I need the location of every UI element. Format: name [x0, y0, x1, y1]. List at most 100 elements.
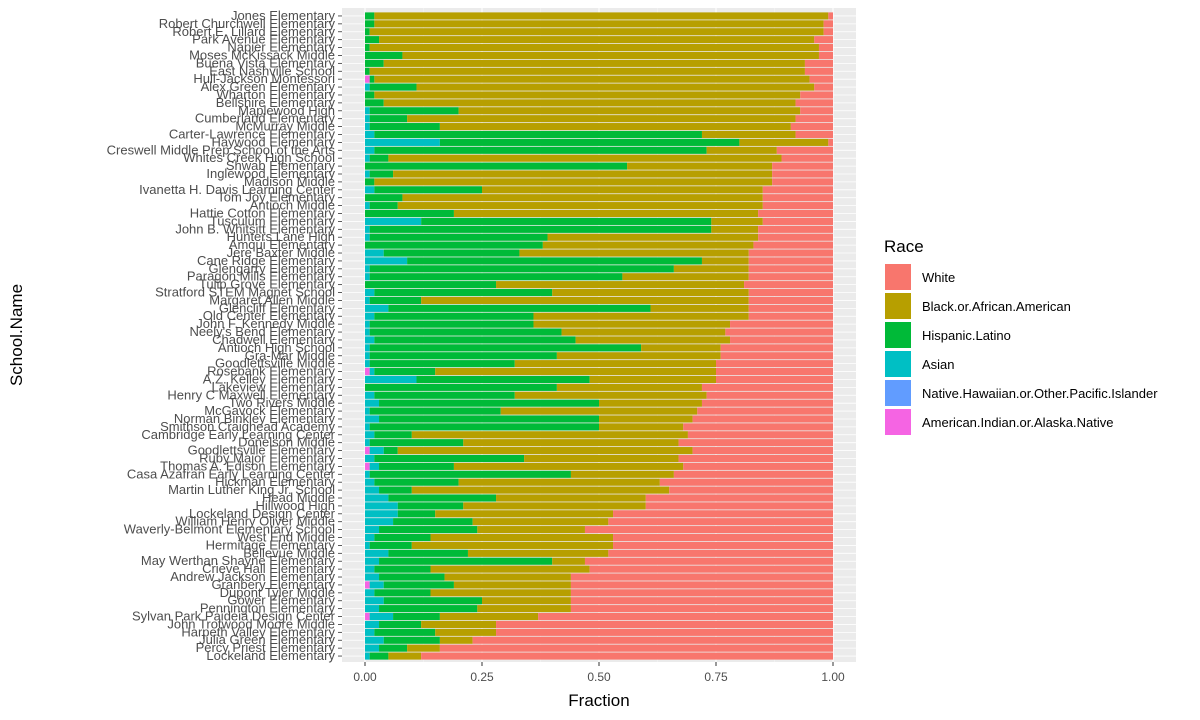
- y-tick-label: Paragon Mills Elementary: [187, 269, 336, 284]
- x-axis-title: Fraction: [568, 691, 629, 710]
- y-tick-label: A.Z. Kelley Elementary: [203, 371, 336, 386]
- bar-segment: [397, 502, 464, 510]
- bar-segment: [365, 368, 370, 376]
- bar-segment: [388, 154, 782, 162]
- legend-title: Race: [884, 237, 924, 256]
- y-tick-label: Bellshire Elementary: [216, 95, 336, 110]
- bar-segment: [678, 454, 833, 463]
- bar-segment: [369, 83, 417, 91]
- bar-segment: [439, 612, 539, 621]
- bar-segment: [383, 99, 796, 107]
- legend: White Black.or.African.American Hispanic.L…: [885, 264, 1158, 435]
- bar-segment: [542, 241, 754, 249]
- x-tick-label: 0.25: [470, 670, 494, 684]
- bar-segment: [379, 462, 454, 470]
- bar-segment: [365, 612, 370, 621]
- bar-segment: [365, 241, 543, 249]
- bar-segment: [482, 186, 763, 194]
- bar-segment: [570, 605, 833, 613]
- bar-segment: [365, 565, 375, 573]
- bar-segment: [444, 573, 571, 581]
- bar-segment: [556, 383, 702, 391]
- y-tick-label: Gower Elementary: [227, 593, 335, 608]
- y-tick-label: Robert Churchwell Elementary: [159, 16, 336, 31]
- bar-segment: [365, 581, 370, 589]
- x-tick-label: 1.00: [821, 670, 845, 684]
- bar-segment: [556, 352, 721, 360]
- bar-segment: [374, 288, 553, 297]
- bar-segment: [365, 304, 389, 312]
- bar-segment: [514, 391, 707, 399]
- bar-segment: [365, 51, 403, 60]
- bar-segment: [496, 620, 833, 628]
- bar-segment: [374, 589, 431, 597]
- y-tick-label: Wharton Elementary: [217, 87, 336, 102]
- bar-segment: [365, 91, 375, 99]
- legend-swatch: [885, 264, 911, 290]
- bar-segment: [369, 470, 571, 478]
- y-tick-label: Hermitage Elementary: [206, 537, 336, 552]
- bar-segment: [365, 431, 375, 439]
- bar-segment: [800, 107, 833, 115]
- bar-segment: [439, 644, 833, 652]
- bar-segment: [776, 146, 833, 154]
- bar-segment: [818, 44, 833, 52]
- bar-segment: [369, 202, 398, 210]
- bar-segment: [379, 644, 408, 652]
- bar-segment: [365, 178, 375, 186]
- y-tick-label: McMurray Middle: [235, 119, 335, 134]
- bar-segment: [369, 67, 805, 75]
- bar-segment: [421, 620, 497, 628]
- bar-segment: [365, 312, 375, 320]
- bar-segment: [411, 486, 670, 494]
- bar-segment: [697, 407, 833, 415]
- bar-segment: [748, 288, 833, 297]
- bar-segment: [365, 154, 370, 162]
- bar-segment: [365, 138, 440, 146]
- bar-segment: [744, 281, 833, 289]
- y-tick-label: May Werthan Shayne Elementary: [141, 553, 336, 568]
- bar-segment: [365, 202, 370, 210]
- bar-segment: [365, 83, 370, 91]
- y-tick-label: McGavock Elementary: [204, 403, 335, 418]
- bar-segment: [683, 423, 833, 431]
- bar-segment: [374, 178, 773, 186]
- bar-segment: [772, 162, 833, 170]
- bar-segment: [365, 162, 628, 170]
- y-tick-label: Rosebank Elementary: [207, 364, 335, 379]
- bar-segment: [430, 533, 614, 542]
- bar-segment: [678, 439, 833, 447]
- y-tick-label: Amqui Elementary: [229, 237, 336, 252]
- bar-segment: [416, 83, 815, 91]
- bar-segment: [795, 99, 833, 107]
- bar-segment: [365, 589, 375, 597]
- bar-segment: [365, 526, 380, 534]
- bar-segment: [365, 288, 375, 297]
- bar-segment: [369, 360, 515, 368]
- bar-segment: [818, 51, 833, 60]
- bar-segment: [477, 605, 571, 613]
- bar-segment: [365, 533, 375, 542]
- bar-segment: [369, 407, 501, 415]
- bar-segment: [365, 225, 370, 233]
- bar-segment: [524, 454, 679, 463]
- x-tick-labels: 0.00 0.25 0.50 0.75 1.00: [353, 662, 845, 684]
- legend-swatch: [885, 322, 911, 348]
- bar-segment: [383, 636, 440, 644]
- bar-segment: [388, 304, 651, 312]
- bar-segment: [369, 170, 394, 178]
- y-tick-label: Jere Baxter Middle: [227, 245, 335, 260]
- bar-segment: [608, 518, 833, 526]
- y-tick-label: Percy Priest Elementary: [196, 640, 336, 655]
- bar-segment: [379, 36, 815, 44]
- bar-segment: [365, 281, 497, 289]
- bar-segment: [397, 510, 436, 518]
- bar-segment: [374, 130, 702, 139]
- legend-label: Black.or.African.American: [922, 299, 1071, 314]
- bar-segment: [365, 541, 370, 549]
- y-tick-label: Goodlettsville Middle: [215, 356, 335, 371]
- bar-segment: [365, 494, 389, 502]
- bar-segment: [374, 533, 431, 542]
- bar-segment: [772, 178, 833, 186]
